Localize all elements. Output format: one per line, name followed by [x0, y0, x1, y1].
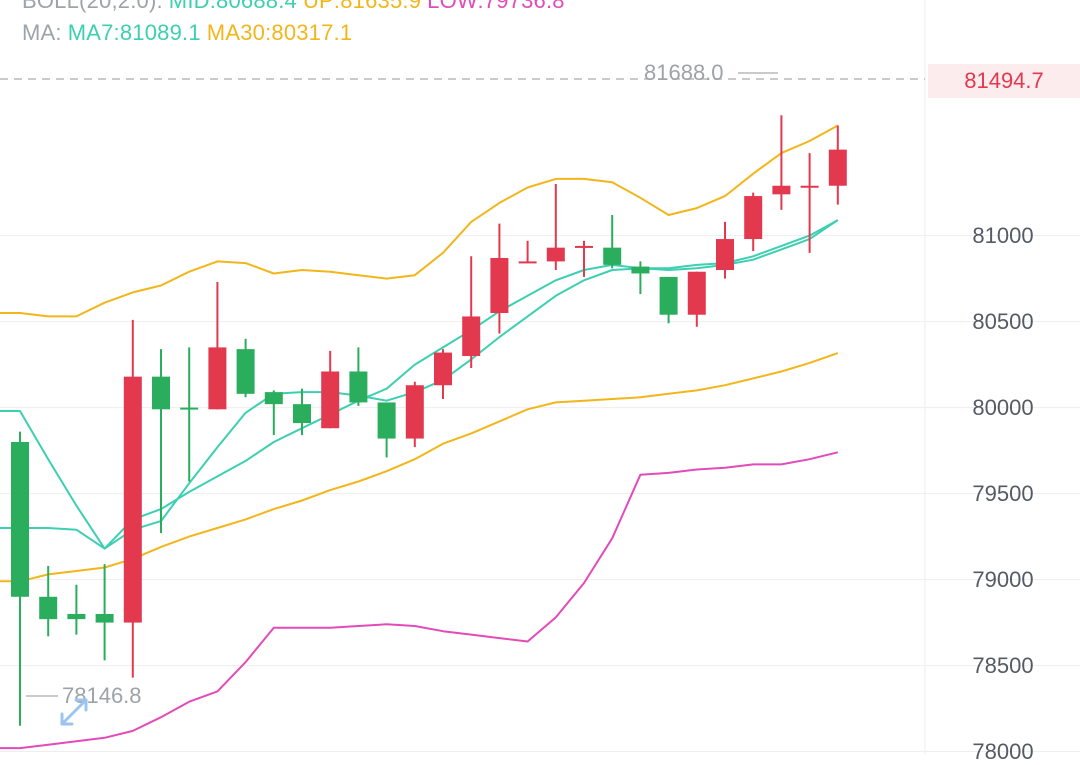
candle-body	[434, 352, 452, 386]
ma-label: MA:	[22, 20, 62, 45]
high-price-label: 81688.0	[644, 60, 724, 85]
y-tick-label: 81000	[972, 222, 1034, 248]
y-tick-label: 79000	[972, 566, 1034, 592]
candle-body	[546, 247, 565, 262]
y-tick-label: 80000	[972, 394, 1034, 420]
candle-body	[603, 247, 622, 265]
candle-body	[518, 261, 537, 264]
y-tick-label: 78500	[972, 652, 1034, 678]
candle-body	[349, 371, 368, 403]
candle-body	[67, 613, 86, 620]
candle-body	[772, 185, 791, 195]
candle-body	[321, 371, 340, 429]
candle-body	[631, 266, 650, 274]
candle-body	[687, 271, 706, 315]
candle-body	[377, 402, 396, 439]
y-tick-label: 80500	[972, 308, 1034, 334]
boll-legend: BOLL(20,2.0): MID:80688.4 UP:81635.9 LOW:79…	[22, 0, 571, 14]
candle-body	[575, 245, 593, 248]
candles	[11, 115, 847, 726]
candle-body	[800, 185, 819, 188]
candle-body	[405, 385, 424, 439]
collapse-arrows-icon[interactable]	[54, 692, 94, 732]
candle-body	[828, 149, 847, 186]
grid-lines	[0, 235, 1080, 753]
candle-body	[264, 392, 283, 405]
ma30-value: MA30:80317.1	[206, 20, 353, 45]
current-price-tag: 81494.7	[928, 64, 1080, 98]
candle-body	[95, 613, 114, 623]
series-line-low	[0, 451, 839, 750]
ma7-value: MA7:81089.1	[67, 20, 201, 45]
y-tick-label: 79500	[972, 480, 1034, 506]
candle-body	[180, 407, 199, 410]
candle-body	[744, 196, 763, 240]
candle-body	[152, 376, 170, 410]
candle-body	[39, 596, 58, 620]
y-tick-label: 78000	[972, 738, 1034, 764]
boll-mid-value: MID:80688.4	[168, 0, 297, 13]
candle-body	[490, 257, 509, 314]
candle-body	[11, 441, 29, 597]
ma-legend: MA: MA7:81089.1 MA30:80317.1	[22, 20, 358, 46]
boll-label: BOLL(20,2.0):	[22, 0, 163, 13]
candle-body	[208, 347, 227, 410]
candle-body	[462, 316, 481, 357]
boll-low-value: LOW:79736.8	[427, 0, 565, 13]
candle-body	[716, 239, 734, 271]
series-line-up	[0, 124, 839, 318]
candle-body	[123, 376, 142, 623]
candle-body	[293, 404, 311, 424]
boll-up-value: UP:81635.9	[302, 0, 422, 13]
candle-body	[236, 349, 255, 394]
candle-body	[659, 276, 678, 315]
low-price-label: 78146.8	[62, 683, 142, 708]
